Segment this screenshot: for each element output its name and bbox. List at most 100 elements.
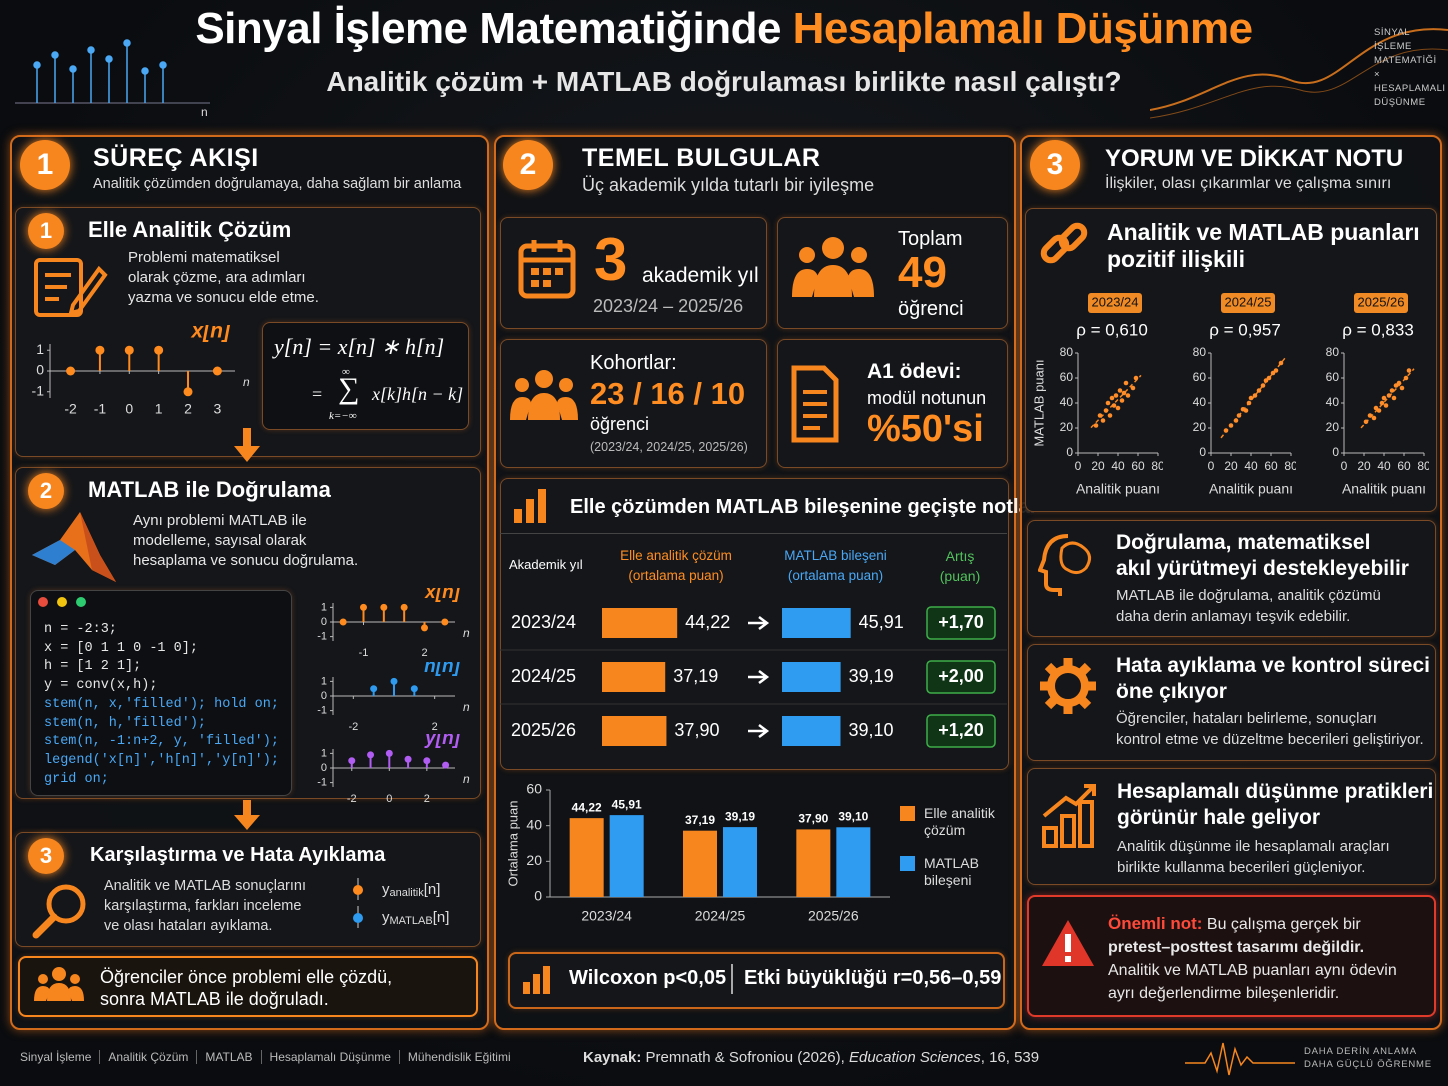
section-subtitle: Üç akademik yılda tutarlı bir iyileşme	[582, 175, 875, 195]
scatter-point	[1252, 393, 1258, 398]
header-title: Elle analitik çözüm	[620, 548, 732, 563]
matlab-bar	[782, 662, 841, 692]
scatter-point	[1228, 423, 1234, 428]
x-tick-label: 3	[213, 401, 221, 417]
text-line: Aynı problemi MATLAB ile	[133, 512, 307, 529]
x-tick-label: 2	[184, 401, 192, 417]
gain-label: +1,70	[938, 612, 984, 632]
footer-tag: MATLAB	[196, 1050, 260, 1064]
step-title: Karşılaştırma ve Hata Ayıklama	[90, 844, 386, 866]
scatter-point	[1403, 375, 1409, 381]
scatter-point	[1266, 375, 1272, 381]
legend-label: yanalitik[n]	[382, 881, 440, 899]
warning-label: Önemli not:	[1108, 914, 1203, 933]
matlab-label: 39,10	[848, 720, 893, 740]
note-text: Öğrenciler önce problemi elle çözdü, sonr…	[100, 966, 392, 1010]
scatter-plot: 2023/24 ρ = 0,610 0 20 40 60 80 0 20 40 60 80 Analit…	[1031, 293, 1163, 497]
stats-text: Wilcoxon p<0,05	[569, 967, 727, 989]
code-line: y = conv(x,h);	[44, 678, 158, 694]
formula-upper: ∞	[342, 366, 350, 378]
footer-slogan: DAHA DERİN ANLAMA DAHA GÜÇLÜ ÖĞRENME	[1304, 1045, 1432, 1071]
scatter-point	[1379, 400, 1385, 406]
formula-lower: k=−∞	[329, 410, 357, 422]
y-tick-label: 60	[1193, 370, 1207, 384]
table-header: Elle analitik çözüm (ortalama puan)	[596, 546, 756, 586]
legend-marker	[353, 913, 363, 923]
y-tick-label: 1	[321, 601, 327, 613]
y-tick-label: 20	[526, 852, 542, 868]
scatter-point	[1371, 415, 1377, 421]
scatter-point	[1115, 405, 1121, 411]
table-body: 2023/24 44,22 45,91 +1,70 2024/25 37,19 39,19 +…	[500, 606, 1007, 748]
stats-box	[508, 952, 1005, 1009]
text-line: Analitik düşünme ile hesaplamalı araçlar…	[1117, 838, 1390, 855]
scatter-point	[1233, 418, 1239, 423]
legend-tail: [n]	[433, 909, 450, 926]
bar	[723, 827, 757, 897]
text-line: sonra MATLAB ile doğruladı.	[100, 989, 329, 1009]
gain-box	[926, 660, 996, 694]
row-arrow	[748, 616, 770, 630]
scatter-point	[1105, 400, 1111, 406]
row-year: 2025/26	[511, 720, 576, 740]
x-tick-label: 0	[1341, 459, 1348, 473]
section-title: SÜREÇ AKIŞI	[93, 144, 259, 172]
x-tick-label: 2	[424, 793, 430, 805]
y-tick-label: 1	[36, 341, 44, 357]
y-tick-label: 80	[1060, 345, 1074, 359]
x-tick-label: 40	[1377, 459, 1391, 473]
scatter-point	[1123, 380, 1129, 386]
x-tick-label: 40	[1244, 459, 1258, 473]
scatter-point	[1223, 428, 1229, 433]
legend-swatch	[900, 856, 915, 871]
code-line: x = [0 1 1 0 -1 0];	[44, 640, 198, 656]
y-tick-label: 20	[1060, 420, 1074, 434]
matlab-label: 45,91	[859, 612, 904, 632]
header-title: MATLAB bileşeni	[784, 548, 887, 563]
header-sub: (puan)	[939, 568, 981, 584]
scatter-point	[1113, 393, 1119, 398]
table-header: Akademik yıl	[509, 557, 583, 572]
x-tick-label: -2	[64, 401, 77, 417]
section-number: 3	[1030, 140, 1080, 190]
text-line: daha derin anlamayı teşvik edebilir.	[1116, 608, 1351, 625]
title-line: öne çıkıyor	[1116, 680, 1227, 703]
x-tick-label: 20	[1357, 459, 1371, 473]
corner-line: İŞLEME	[1374, 41, 1412, 52]
card-title: Hata ayıklama ve kontrol süreci öne çıkıy…	[1116, 653, 1430, 705]
bar	[836, 827, 871, 897]
slogan-line: DAHA DERİN ANLAMA	[1304, 1046, 1417, 1057]
title-line: akıl yürütmeyi destekleyebilir	[1116, 557, 1409, 580]
text-line: olarak çözme, ara adımları	[128, 269, 306, 286]
comparison-legend: yanalitik[n] yMATLAB[n]	[353, 878, 449, 928]
matlab-logo	[32, 512, 116, 582]
stem-head	[442, 761, 450, 769]
stats-text: Etki büyüklüğü r=0,56–0,59	[744, 967, 1002, 989]
y-tick-label: 40	[1326, 395, 1340, 409]
code-line: stem(n, -1:n+2, y, 'filled');	[44, 734, 279, 750]
stat-unit: öğrenci	[590, 414, 650, 434]
bar-value-label: 37,19	[685, 813, 715, 827]
bar-value-label: 44,22	[572, 800, 602, 814]
correlation-card	[1025, 208, 1437, 512]
axis-label: n	[243, 375, 250, 389]
y-axis-label: Ortalama puan	[505, 801, 520, 887]
gain-label: +1,20	[938, 720, 984, 740]
window-buttons	[38, 597, 86, 607]
plot-label: h[n]	[424, 662, 461, 677]
scatter-point	[1119, 398, 1125, 403]
stat-value: 49	[898, 248, 947, 297]
corner-line: HESAPLAMALI	[1374, 83, 1446, 94]
analytic-label: 37,90	[674, 720, 719, 740]
link-icon	[1040, 222, 1088, 264]
header-axis-label: n	[201, 105, 208, 119]
stem-head	[370, 685, 378, 693]
scatter-point	[1111, 403, 1117, 408]
scatter-point	[1273, 368, 1279, 373]
legend-label: yMATLAB[n]	[382, 909, 449, 927]
stem-plot: 1 0 -1 -1 2 x[n] n	[317, 588, 470, 659]
scatter-point	[1109, 395, 1115, 401]
year-label: 2023/24	[1092, 294, 1139, 309]
bar-value-label: 45,91	[612, 797, 642, 811]
step-number: 1	[28, 213, 64, 249]
